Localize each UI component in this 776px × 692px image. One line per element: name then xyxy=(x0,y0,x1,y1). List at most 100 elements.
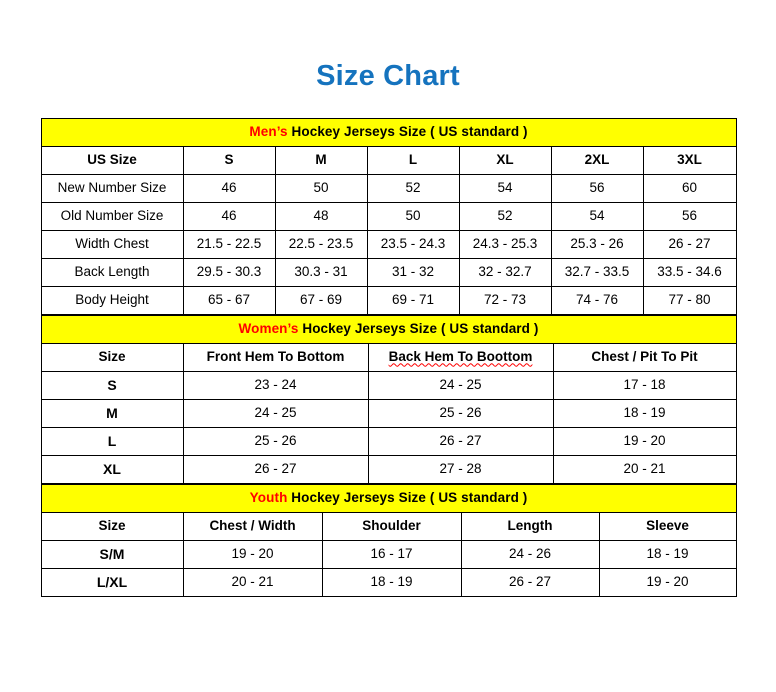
womens-cell-2-0: 25 - 26 xyxy=(182,427,369,456)
mens-cell-1-4: 54 xyxy=(550,202,644,231)
mens-size-table: Men’s Hockey Jerseys Size ( US standard … xyxy=(40,118,737,315)
youth-cell-0-0: 19 - 20 xyxy=(182,540,323,569)
youth-banner-rest: Hockey Jerseys Size ( US standard ) xyxy=(287,490,528,506)
youth-cell-1-2: 26 - 27 xyxy=(460,568,600,597)
mens-cell-2-3: 24.3 - 25.3 xyxy=(458,230,552,259)
mens-cell-4-4: 74 - 76 xyxy=(550,286,644,315)
youth-banner-accent: Youth xyxy=(249,490,288,506)
womens-size-table: Women’s Hockey Jerseys Size ( US standar… xyxy=(40,315,737,484)
mens-row-label-3: Back Length xyxy=(40,258,184,287)
table-row: S/M 19 - 20 16 - 17 24 - 26 18 - 19 xyxy=(40,540,737,569)
womens-col-header-1: Front Hem To Bottom xyxy=(182,343,369,372)
youth-cell-1-3: 19 - 20 xyxy=(598,568,737,597)
mens-cell-3-0: 29.5 - 30.3 xyxy=(182,258,276,287)
mens-cell-4-1: 67 - 69 xyxy=(274,286,368,315)
table-row: XL 26 - 27 27 - 28 20 - 21 xyxy=(40,455,737,484)
mens-cell-2-0: 21.5 - 22.5 xyxy=(182,230,276,259)
youth-cell-1-1: 18 - 19 xyxy=(321,568,462,597)
mens-cell-1-1: 48 xyxy=(274,202,368,231)
youth-section-banner: Youth Hockey Jerseys Size ( US standard … xyxy=(40,484,737,513)
mens-cell-0-2: 52 xyxy=(366,174,460,203)
mens-cell-3-2: 31 - 32 xyxy=(366,258,460,287)
womens-col-header-0: Size xyxy=(40,343,184,372)
youth-col-header-3: Length xyxy=(460,512,600,541)
womens-col-header-2: Back Hem To Boottom xyxy=(367,343,554,372)
mens-cell-3-1: 30.3 - 31 xyxy=(274,258,368,287)
mens-col-header-3: L xyxy=(366,146,460,175)
mens-col-header-4: XL xyxy=(458,146,552,175)
womens-section-banner: Women’s Hockey Jerseys Size ( US standar… xyxy=(40,315,737,344)
mens-cell-1-0: 46 xyxy=(182,202,276,231)
mens-row-label-1: Old Number Size xyxy=(40,202,184,231)
mens-section-banner-row: Men’s Hockey Jerseys Size ( US standard … xyxy=(40,118,737,147)
youth-size-table: Youth Hockey Jerseys Size ( US standard … xyxy=(40,484,737,597)
mens-cell-0-1: 50 xyxy=(274,174,368,203)
youth-cell-0-3: 18 - 19 xyxy=(598,540,737,569)
mens-col-header-0: US Size xyxy=(40,146,184,175)
womens-cell-0-0: 23 - 24 xyxy=(182,371,369,400)
mens-column-header-row: US Size S M L XL 2XL 3XL xyxy=(40,146,737,175)
mens-cell-1-3: 52 xyxy=(458,202,552,231)
mens-cell-4-3: 72 - 73 xyxy=(458,286,552,315)
mens-cell-2-4: 25.3 - 26 xyxy=(550,230,644,259)
mens-col-header-1: S xyxy=(182,146,276,175)
table-row: L/XL 20 - 21 18 - 19 26 - 27 19 - 20 xyxy=(40,568,737,597)
mens-cell-2-5: 26 - 27 xyxy=(642,230,737,259)
womens-cell-1-2: 18 - 19 xyxy=(552,399,737,428)
size-chart-container: Men’s Hockey Jerseys Size ( US standard … xyxy=(40,118,737,597)
mens-cell-3-5: 33.5 - 34.6 xyxy=(642,258,737,287)
mens-banner-accent: Men’s xyxy=(249,124,288,140)
mens-cell-2-1: 22.5 - 23.5 xyxy=(274,230,368,259)
mens-row-label-0: New Number Size xyxy=(40,174,184,203)
table-row: L 25 - 26 26 - 27 19 - 20 xyxy=(40,427,737,456)
womens-cell-1-1: 25 - 26 xyxy=(367,399,554,428)
mens-cell-0-0: 46 xyxy=(182,174,276,203)
mens-cell-0-5: 60 xyxy=(642,174,737,203)
mens-section-banner: Men’s Hockey Jerseys Size ( US standard … xyxy=(40,118,737,147)
mens-banner-rest: Hockey Jerseys Size ( US standard ) xyxy=(287,124,528,140)
womens-cell-3-0: 26 - 27 xyxy=(182,455,369,484)
mens-cell-0-3: 54 xyxy=(458,174,552,203)
table-row: Back Length 29.5 - 30.3 30.3 - 31 31 - 3… xyxy=(40,258,737,287)
mens-col-header-6: 3XL xyxy=(642,146,737,175)
youth-col-header-4: Sleeve xyxy=(598,512,737,541)
mens-cell-3-4: 32.7 - 33.5 xyxy=(550,258,644,287)
womens-cell-0-2: 17 - 18 xyxy=(552,371,737,400)
youth-col-header-0: Size xyxy=(40,512,184,541)
mens-cell-4-0: 65 - 67 xyxy=(182,286,276,315)
womens-row-label-1: M xyxy=(40,399,184,428)
youth-cell-1-0: 20 - 21 xyxy=(182,568,323,597)
mens-cell-4-2: 69 - 71 xyxy=(366,286,460,315)
youth-row-label-1: L/XL xyxy=(40,568,184,597)
mens-row-label-2: Width Chest xyxy=(40,230,184,259)
table-row: Width Chest 21.5 - 22.5 22.5 - 23.5 23.5… xyxy=(40,230,737,259)
womens-cell-2-2: 19 - 20 xyxy=(552,427,737,456)
table-row: Old Number Size 46 48 50 52 54 56 xyxy=(40,202,737,231)
womens-row-label-0: S xyxy=(40,371,184,400)
womens-banner-rest: Hockey Jerseys Size ( US standard ) xyxy=(298,321,539,337)
mens-row-label-4: Body Height xyxy=(40,286,184,315)
mens-cell-4-5: 77 - 80 xyxy=(642,286,737,315)
womens-section-banner-row: Women’s Hockey Jerseys Size ( US standar… xyxy=(40,315,737,344)
youth-row-label-0: S/M xyxy=(40,540,184,569)
youth-cell-0-2: 24 - 26 xyxy=(460,540,600,569)
mens-cell-2-2: 23.5 - 24.3 xyxy=(366,230,460,259)
womens-cell-2-1: 26 - 27 xyxy=(367,427,554,456)
table-row: S 23 - 24 24 - 25 17 - 18 xyxy=(40,371,737,400)
mens-cell-0-4: 56 xyxy=(550,174,644,203)
womens-column-header-row: Size Front Hem To Bottom Back Hem To Boo… xyxy=(40,343,737,372)
table-row: Body Height 65 - 67 67 - 69 69 - 71 72 -… xyxy=(40,286,737,315)
womens-cell-1-0: 24 - 25 xyxy=(182,399,369,428)
youth-cell-0-1: 16 - 17 xyxy=(321,540,462,569)
table-row: New Number Size 46 50 52 54 56 60 xyxy=(40,174,737,203)
womens-row-label-2: L xyxy=(40,427,184,456)
youth-col-header-1: Chest / Width xyxy=(182,512,323,541)
mens-cell-1-5: 56 xyxy=(642,202,737,231)
page-title: Size Chart xyxy=(316,60,460,92)
mens-cell-3-3: 32 - 32.7 xyxy=(458,258,552,287)
womens-cell-3-1: 27 - 28 xyxy=(367,455,554,484)
mens-col-header-5: 2XL xyxy=(550,146,644,175)
youth-section-banner-row: Youth Hockey Jerseys Size ( US standard … xyxy=(40,484,737,513)
table-row: M 24 - 25 25 - 26 18 - 19 xyxy=(40,399,737,428)
mens-col-header-2: M xyxy=(274,146,368,175)
